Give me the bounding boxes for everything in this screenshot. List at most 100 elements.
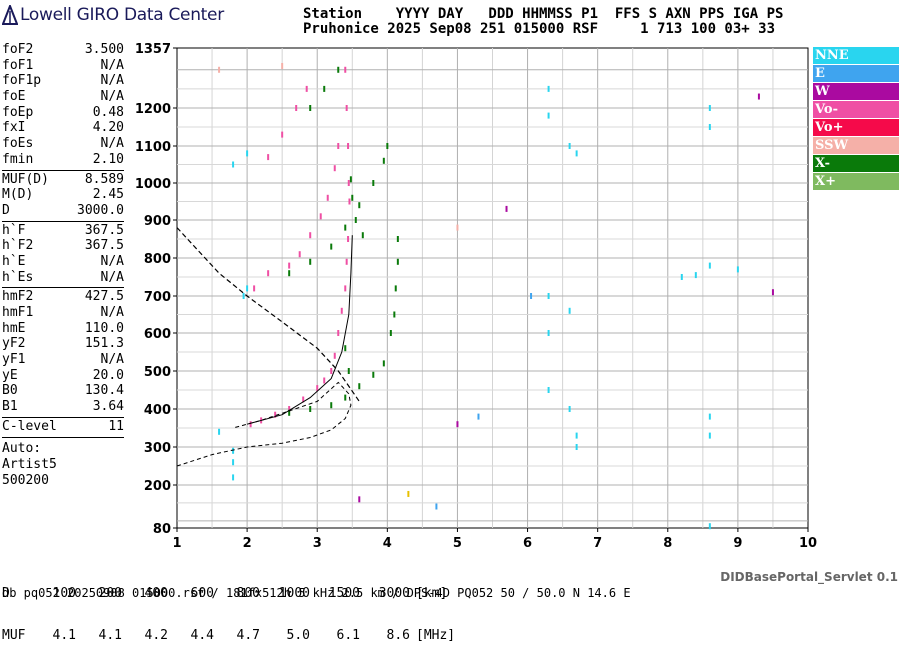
ionogram-trace-point	[274, 411, 277, 418]
param-row: hmE 110.0	[2, 321, 124, 337]
ionogram-trace-point	[358, 202, 361, 209]
y-tick-label: 80	[153, 522, 171, 537]
ionogram-trace-point	[358, 496, 361, 503]
param-value: N/A	[100, 136, 124, 152]
ionogram-trace-point	[407, 490, 410, 497]
brand: Lowell GIRO Data Center	[2, 3, 224, 27]
ionogram-trace-point	[298, 251, 301, 258]
footer-muf-value: 4.7	[236, 628, 260, 643]
footer-muf-value: 6.1	[336, 628, 360, 643]
x-tick-label: 6	[523, 536, 532, 551]
ionogram-trace-point	[396, 258, 399, 265]
ionogram-trace-point	[351, 194, 354, 201]
x-tick-label: 1	[172, 536, 181, 551]
param-row: C-level 11	[2, 419, 124, 435]
param-value: N/A	[100, 253, 124, 269]
ionogram-trace-point	[505, 205, 508, 212]
param-label: hmF1	[2, 305, 34, 320]
x-tick-label: 10	[799, 536, 817, 551]
ionogram-trace-point	[316, 385, 319, 392]
ionogram-trace-point	[568, 307, 571, 314]
auto-label: Auto:	[2, 440, 42, 456]
param-value: 151.3	[84, 336, 124, 352]
ionogram-trace-point	[232, 161, 235, 168]
legend-item: SSW	[813, 137, 899, 154]
ionogram-trace-point	[267, 270, 270, 277]
footer-distance-value: 400	[144, 586, 168, 601]
ionogram-trace-point	[288, 406, 291, 412]
ionogram-chart: 8020030040050060070080090010001100120013…	[135, 42, 817, 551]
ionogram-trace-point	[547, 85, 550, 92]
x-tick-label: 9	[733, 536, 742, 551]
y-tick-label: 200	[144, 479, 171, 494]
param-label: h`F2	[2, 238, 34, 254]
ionogram-trace-point	[575, 444, 578, 450]
param-row: foEp 0.48	[2, 105, 124, 121]
param-value: N/A	[100, 89, 124, 105]
param-label: hmF2	[2, 289, 34, 305]
y-tick-label: 300	[144, 441, 171, 456]
ionogram-trace-point	[393, 311, 396, 318]
param-value: 8.589	[84, 171, 124, 187]
param-label: MUF(D)	[2, 171, 49, 187]
param-value: 367.5	[84, 238, 124, 254]
param-label: C-level	[2, 418, 57, 434]
ionogram-trace-point	[288, 270, 291, 277]
footer-muf-value: 8.6	[386, 628, 410, 643]
ionogram-trace-point	[302, 396, 305, 403]
param-label: yF1	[2, 352, 26, 368]
param-row: foF1p N/A	[2, 73, 124, 89]
param-value: 3.500	[84, 42, 124, 57]
param-value: 367.5	[84, 222, 124, 238]
ionogram-trace-point	[575, 432, 578, 439]
ionogram-trace-point	[218, 428, 221, 435]
ionogram-trace-point	[736, 266, 739, 273]
ionogram-trace-point	[295, 105, 298, 111]
param-label: B1	[2, 399, 18, 415]
ionogram-trace-point	[253, 285, 256, 292]
footer-distance-value: 3000	[378, 586, 410, 601]
param-value: 0.48	[92, 104, 124, 120]
ionogram-trace-point	[389, 330, 392, 336]
param-row: yF2 151.3	[2, 336, 124, 352]
param-row: h`Es N/A	[2, 270, 124, 286]
param-separator	[2, 436, 124, 438]
ionogram-trace-point	[337, 143, 340, 149]
param-value: 427.5	[84, 289, 124, 305]
ionogram-trace-point	[575, 150, 578, 157]
ionogram-trace-point	[694, 272, 697, 279]
ionogram-trace-point	[386, 143, 389, 149]
y-tick-label: 800	[144, 252, 171, 267]
param-row: foE N/A	[2, 89, 124, 105]
param-value: 130.4	[84, 383, 124, 399]
ionogram-trace-point	[309, 232, 312, 239]
ionogram-trace-point	[288, 262, 291, 269]
footer-distance-value: 600	[190, 586, 214, 601]
ionogram-trace-point	[249, 421, 252, 428]
ionogram-trace-point	[349, 176, 352, 183]
brand-title: Lowell GIRO Data Center	[20, 5, 224, 25]
legend-item: X+	[813, 173, 899, 190]
legend-item: X-	[813, 155, 899, 172]
param-separator	[2, 416, 124, 418]
ionogram-trace-point	[347, 368, 350, 374]
param-row: M(D) 2.45	[2, 187, 124, 203]
footer-distance-value: 1000	[278, 586, 310, 601]
footer-distance-value: 1500	[328, 586, 360, 601]
param-row: D 3000.0	[2, 203, 124, 219]
param-value: 2.45	[92, 187, 124, 203]
x-tick-label: 2	[243, 536, 252, 551]
ionogram-trace-point	[477, 413, 480, 420]
ionogram-trace-point	[361, 232, 364, 239]
ionogram-trace-point	[372, 371, 375, 378]
ionogram-trace-point	[530, 293, 533, 299]
param-value: N/A	[100, 352, 124, 368]
ionogram-trace-point	[547, 387, 550, 393]
ionogram-trace-point	[345, 258, 348, 265]
param-row: yF1 N/A	[2, 352, 124, 368]
param-label: fxI	[2, 120, 26, 136]
param-row: h`F2 367.5	[2, 238, 124, 254]
ionogram-trace-point	[547, 293, 550, 299]
param-row: h`E N/A	[2, 254, 124, 270]
ionogram-trace-point	[382, 360, 385, 367]
